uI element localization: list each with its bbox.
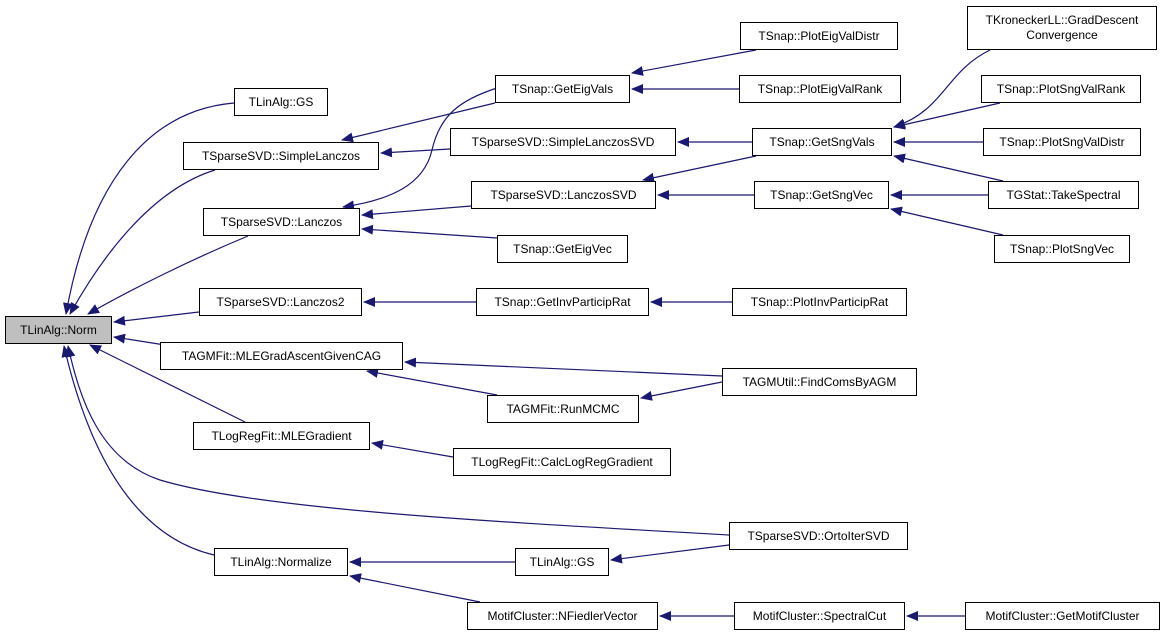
node-geteigvals[interactable]: TSnap::GetEigVals [495, 75, 630, 103]
edge-geteigvals-to-simplelanczos [341, 102, 496, 143]
node-getsngvals[interactable]: TSnap::GetSngVals [752, 128, 892, 156]
node-gs[interactable]: TLinAlg::GS [234, 88, 328, 116]
edge-findcomsbyagm-to-mlegagc [404, 357, 723, 377]
node-plotsngvalrank[interactable]: TSnap::PlotSngValRank [981, 75, 1141, 103]
edge-lanczos-to-norm [87, 235, 249, 315]
edge-gs-to-norm [63, 102, 235, 315]
edge-lanczossvd-to-lanczos [361, 205, 472, 220]
node-norm[interactable]: TLinAlg::Norm [5, 316, 112, 344]
edge-simplelanczossvd-to-simplelanczos [380, 147, 451, 158]
edge-ortoitersvd-to-norm [65, 345, 730, 536]
edge-plotsngvec-to-getsngvec [890, 206, 1004, 236]
edge-mlegradient-to-norm [89, 344, 246, 423]
node-getmotifcluster[interactable]: MotifCluster::GetMotifCluster [965, 602, 1160, 630]
node-lanczos2[interactable]: TSparseSVD::Lanczos2 [199, 288, 362, 316]
node-spectralcut[interactable]: MotifCluster::SpectralCut [734, 602, 905, 630]
node-takespectral[interactable]: TGStat::TakeSpectral [988, 181, 1139, 209]
edge-takespectral-to-getsngvals [893, 153, 1004, 182]
node-nfiedlervector[interactable]: MotifCluster::NFiedlerVector [467, 602, 658, 630]
node-normalize[interactable]: TLinAlg::Normalize [214, 548, 348, 576]
node-findcomsbyagm[interactable]: TAGMUtil::FindComsByAGM [722, 368, 917, 396]
node-lanczossvd[interactable]: TSparseSVD::LanczosSVD [471, 181, 656, 209]
node-plotinvparticiprat[interactable]: TSnap::PlotInvParticipRat [732, 288, 907, 316]
node-getinvparticiprat[interactable]: TSnap::GetInvParticipRat [476, 288, 649, 316]
edge-tkronecker-to-getsngvals [893, 49, 991, 129]
edge-geteigvec-to-lanczos [361, 224, 498, 239]
edge-calclogreggradient-to-mlegradient [371, 439, 454, 458]
node-mlegradient[interactable]: TLogRegFit::MLEGradient [193, 422, 370, 450]
node-getsngvec[interactable]: TSnap::GetSngVec [754, 181, 889, 209]
node-simplelanczos[interactable]: TSparseSVD::SimpleLanczos [183, 142, 379, 170]
edge-findcomsbyagm-to-runmcmc [640, 381, 723, 401]
node-plotsngvec[interactable]: TSnap::PlotSngVec [994, 235, 1130, 263]
node-calclogreggradient[interactable]: TLogRegFit::CalcLogRegGradient [453, 448, 671, 476]
node-mlegagc[interactable]: TAGMFit::MLEGradAscentGivenCAG [160, 342, 403, 370]
edge-normalize-to-norm [61, 345, 215, 556]
node-runmcmc[interactable]: TAGMFit::RunMCMC [487, 395, 639, 423]
node-ortoitersvd[interactable]: TSparseSVD::OrtoIterSVD [729, 522, 908, 550]
edge-simplelanczos-to-norm [69, 169, 216, 315]
node-tkronecker[interactable]: TKroneckerLL::GradDescent Convergence [967, 6, 1157, 50]
node-gs2[interactable]: TLinAlg::GS [515, 548, 609, 576]
edge-geteigvals-to-lanczos [342, 87, 498, 211]
edge-runmcmc-to-mlegagc [366, 368, 498, 396]
edge-ortoitersvd-to-gs2 [610, 544, 730, 564]
edge-plotsngvalrank-to-getsngvals [893, 102, 1001, 130]
edge-lanczos2-to-norm [113, 311, 200, 326]
node-plotsngvaldistr[interactable]: TSnap::PlotSngValDistr [983, 128, 1141, 156]
edge-nfiedlervector-to-normalize [349, 573, 481, 603]
node-ploteigvaldistr[interactable]: TSnap::PlotEigValDistr [740, 22, 898, 50]
node-lanczos[interactable]: TSparseSVD::Lanczos [203, 208, 360, 236]
node-simplelanczossvd[interactable]: TSparseSVD::SimpleLanczosSVD [450, 128, 676, 156]
edge-getsngvals-to-lanczossvd [642, 155, 757, 183]
edge-ploteigvaldistr-to-geteigvals [631, 49, 757, 76]
edge-mlegagc-to-norm [113, 333, 166, 346]
node-ploteigvalrank[interactable]: TSnap::PlotEigValRank [739, 75, 901, 103]
node-geteigvec[interactable]: TSnap::GetEigVec [497, 235, 628, 263]
